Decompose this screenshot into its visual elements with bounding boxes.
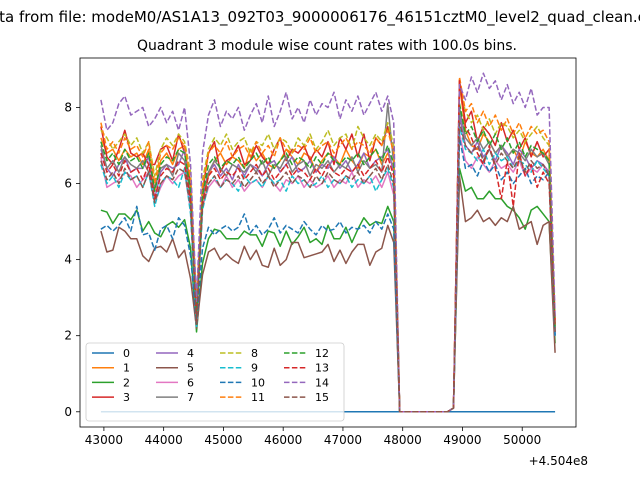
legend-label-6: 6 bbox=[187, 376, 194, 389]
legend-label-7: 7 bbox=[187, 391, 194, 404]
x-tick-label: 45000 bbox=[204, 433, 242, 447]
legend-label-1: 1 bbox=[123, 362, 130, 375]
y-tick-label: 4 bbox=[64, 253, 72, 267]
legend-label-10: 10 bbox=[251, 376, 265, 389]
legend-label-0: 0 bbox=[123, 347, 130, 360]
legend-label-2: 2 bbox=[123, 376, 130, 389]
legend-label-9: 9 bbox=[251, 362, 258, 375]
axes-frame bbox=[79, 57, 577, 428]
x-offset-label: +4.504e8 bbox=[529, 454, 588, 468]
x-tick-label: 47000 bbox=[324, 433, 362, 447]
x-tick-label: 49000 bbox=[443, 433, 481, 447]
y-tick-label: 0 bbox=[64, 405, 72, 419]
legend-box bbox=[85, 342, 345, 422]
y-tick-label: 6 bbox=[64, 177, 72, 191]
series-10-line bbox=[100, 137, 556, 413]
legend-label-11: 11 bbox=[251, 391, 265, 404]
series-6-line bbox=[100, 133, 556, 413]
legend-label-14: 14 bbox=[315, 376, 329, 389]
x-tick-label: 48000 bbox=[384, 433, 422, 447]
series-13-line bbox=[100, 80, 556, 413]
legend-label-5: 5 bbox=[187, 362, 194, 375]
series-11-line bbox=[100, 76, 556, 413]
series-3-line bbox=[100, 80, 556, 413]
series-12-line bbox=[100, 102, 556, 413]
series-7-line bbox=[100, 102, 556, 413]
series-14-line bbox=[100, 72, 556, 413]
legend-label-3: 3 bbox=[123, 391, 130, 404]
figure-suptitle: Data from file: modeM0/AS1A13_092T03_900… bbox=[0, 8, 640, 27]
y-tick-label: 8 bbox=[64, 100, 72, 114]
x-tick-label: 43000 bbox=[85, 433, 123, 447]
plot-title: Quadrant 3 module wise count rates with … bbox=[137, 38, 517, 54]
series-15-line bbox=[100, 121, 556, 413]
legend-label-13: 13 bbox=[315, 362, 329, 375]
series-5-line bbox=[100, 175, 556, 413]
plot-area: 43000 44000 45000 46000 47000 48000 49000 50000… bbox=[64, 57, 577, 447]
x-tick-label: 46000 bbox=[264, 433, 302, 447]
legend-label-15: 15 bbox=[315, 391, 329, 404]
legend-label-12: 12 bbox=[315, 347, 329, 360]
legend-label-8: 8 bbox=[251, 347, 258, 360]
legend-label-4: 4 bbox=[187, 347, 194, 360]
x-tick-label: 44000 bbox=[145, 433, 183, 447]
y-tick-label: 2 bbox=[64, 329, 72, 343]
x-tick-label: 50000 bbox=[503, 433, 541, 447]
